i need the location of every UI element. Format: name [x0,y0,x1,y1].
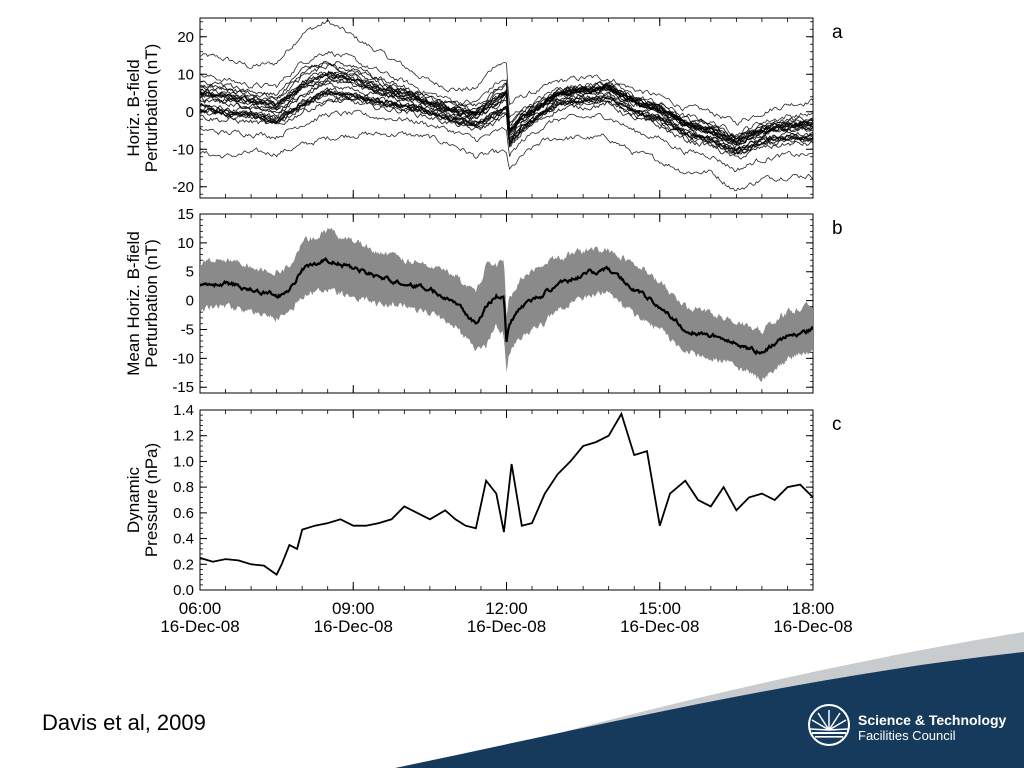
plot-area [200,227,813,382]
pressure-line [200,411,813,576]
x-tick-label-time: 15:00 [638,599,681,618]
x-tick-label-date: 16-Dec-08 [314,617,393,636]
y-tick-label: 0.6 [173,505,194,522]
y-tick-label: -10 [172,350,194,367]
y-axis-label-line2: Pressure (nPa) [142,443,161,557]
x-tick-label-date: 16-Dec-08 [467,617,546,636]
y-tick-label: 0.4 [173,531,194,548]
y-tick-label: 10 [177,235,194,252]
x-tick-label-time: 09:00 [332,599,375,618]
panel-a: -20 -10 0 10 20 Horiz. B-field Perturbation (n… [124,17,843,199]
panel-letter-a: a [832,22,843,43]
x-tick-label-date: 16-Dec-08 [773,617,852,636]
station-trace [200,109,813,173]
station-trace [200,62,813,141]
y-tick-label: 0 [186,293,194,310]
y-tick-label: -5 [181,321,194,338]
panel-c: 0.0 0.2 0.4 0.6 0.8 1.0 1.2 1.4 Dynamic Pressure … [124,402,842,599]
y-tick-label: 0 [186,104,194,121]
panel-letter-b: b [832,218,843,239]
logo-subtitle: Facilities Council [858,728,956,743]
y-axis-label-line2: Perturbation (nT) [142,44,161,173]
plot-frame [199,409,814,591]
panel-b: -15 -10 -5 0 5 10 15 Mean Horiz. B-field Perturb… [124,206,843,396]
station-trace [200,50,813,137]
plot-area [200,19,813,192]
y-tick-label: -20 [172,179,194,196]
y-tick-label: 0.0 [173,582,194,599]
y-tick-label: 1.0 [173,453,194,470]
y-axis-label: Mean Horiz. B-field Perturbation (nT) [124,231,161,376]
panel-letter-c: c [832,414,842,435]
plot-area [200,411,813,576]
citation-text: Davis et al, 2009 [42,710,206,735]
y-tick-label: 0.2 [173,556,194,573]
y-tick-label: 15 [177,206,194,223]
logo-title: Science & Technology [858,712,1007,728]
mean-line [200,256,813,356]
x-tick-label-time: 06:00 [179,599,222,618]
std-band [200,227,813,382]
y-tick-label: 1.2 [173,428,194,445]
y-axis-label-line1: Horiz. B-field [124,59,143,156]
x-tick-label-time: 12:00 [485,599,528,618]
footer-navy-swoosh [395,652,1024,768]
station-trace [200,91,813,156]
y-tick-label: -15 [172,379,194,396]
y-tick-label: 10 [177,66,194,83]
sunburst-logo-icon [808,704,850,746]
y-tick-label: -10 [172,141,194,158]
x-tick-label-date: 16-Dec-08 [160,617,239,636]
y-axis-label-line1: Mean Horiz. B-field [124,231,143,376]
x-tick-label-time: 18:00 [792,599,835,618]
station-trace [200,19,813,126]
y-axis-label: Horiz. B-field Perturbation (nT) [124,44,161,173]
y-tick-label: 1.4 [173,402,194,419]
station-trace [200,130,813,192]
y-tick-label: 20 [177,29,194,46]
y-axis-label: Dynamic Pressure (nPa) [124,443,161,557]
stfc-logo: Science & Technology Facilities Council [806,702,1006,748]
y-axis-label-line1: Dynamic [124,466,143,533]
x-tick-label-date: 16-Dec-08 [620,617,699,636]
y-axis-label-line2: Perturbation (nT) [142,239,161,368]
y-tick-label: 5 [186,264,194,281]
y-tick-label: 0.8 [173,479,194,496]
